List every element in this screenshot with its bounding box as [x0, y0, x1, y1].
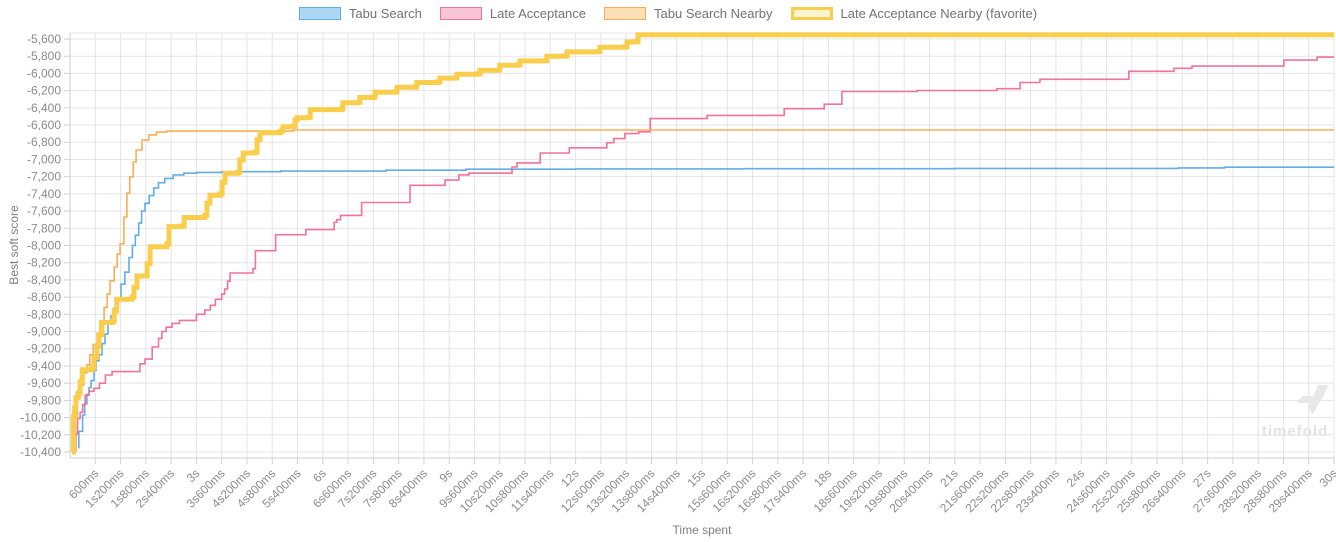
y-tick-label: -10,400 [20, 445, 61, 459]
series-line-tabu-search-nearby [74, 129, 1334, 453]
y-tick-label: -7,000 [27, 152, 61, 166]
legend-item-tabu-search[interactable]: Tabu Search [298, 6, 422, 21]
y-tick-label: -9,000 [27, 325, 61, 339]
x-tick-label: 9s [436, 466, 455, 485]
legend-item-tabu-search-nearby[interactable]: Tabu Search Nearby [604, 6, 773, 21]
legend-item-late-acceptance-nearby-favorite-[interactable]: Late Acceptance Nearby (favorite) [790, 6, 1038, 21]
y-tick-label: -10,200 [20, 428, 61, 442]
x-tick-label: 30s [1317, 466, 1336, 490]
legend-label: Late Acceptance Nearby (favorite) [840, 6, 1038, 21]
y-tick-label: -6,600 [27, 118, 61, 132]
y-tick-label: -7,200 [27, 170, 61, 184]
chart-legend: Tabu Search Late Acceptance Tabu Search Ne… [0, 6, 1336, 21]
y-tick-label: -8,400 [27, 273, 61, 287]
x-tick-label: 3s [184, 466, 203, 485]
y-tick-label: -5,800 [27, 49, 61, 63]
y-tick-label: -7,800 [27, 221, 61, 235]
legend-item-late-acceptance[interactable]: Late Acceptance [439, 6, 587, 21]
series-line-late-acceptance-nearby-favorite- [70, 32, 1334, 455]
y-tick-label: -6,000 [27, 66, 61, 80]
y-tick-label: -8,200 [27, 256, 61, 270]
legend-swatch-icon [604, 7, 647, 20]
y-tick-label: -9,600 [27, 376, 61, 390]
legend-swatch-icon [790, 7, 833, 20]
x-tick-label: 6s [310, 466, 329, 485]
y-tick-label: -9,400 [27, 359, 61, 373]
x-axis-title: Time spent [672, 523, 732, 537]
y-tick-label: -8,600 [27, 290, 61, 304]
y-tick-label: -10,000 [20, 411, 61, 425]
legend-swatch-icon [439, 7, 482, 20]
y-tick-label: -6,400 [27, 101, 61, 115]
y-tick-label: -9,800 [27, 393, 61, 407]
legend-swatch-icon [298, 7, 341, 20]
y-tick-label: -6,200 [27, 84, 61, 98]
series-line-tabu-search [78, 166, 1334, 449]
y-tick-label: -8,800 [27, 307, 61, 321]
y-tick-label: -9,200 [27, 342, 61, 356]
y-tick-label: -8,000 [27, 238, 61, 252]
legend-label: Tabu Search Nearby [654, 6, 773, 21]
y-tick-label: -7,600 [27, 204, 61, 218]
legend-label: Tabu Search [348, 6, 422, 21]
legend-label: Late Acceptance [489, 6, 587, 21]
y-tick-label: -7,400 [27, 187, 61, 201]
y-tick-label: -5,600 [27, 32, 61, 46]
y-tick-label: -6,800 [27, 135, 61, 149]
series-line-late-acceptance [74, 56, 1334, 452]
y-axis-title: Best soft score [7, 205, 21, 285]
